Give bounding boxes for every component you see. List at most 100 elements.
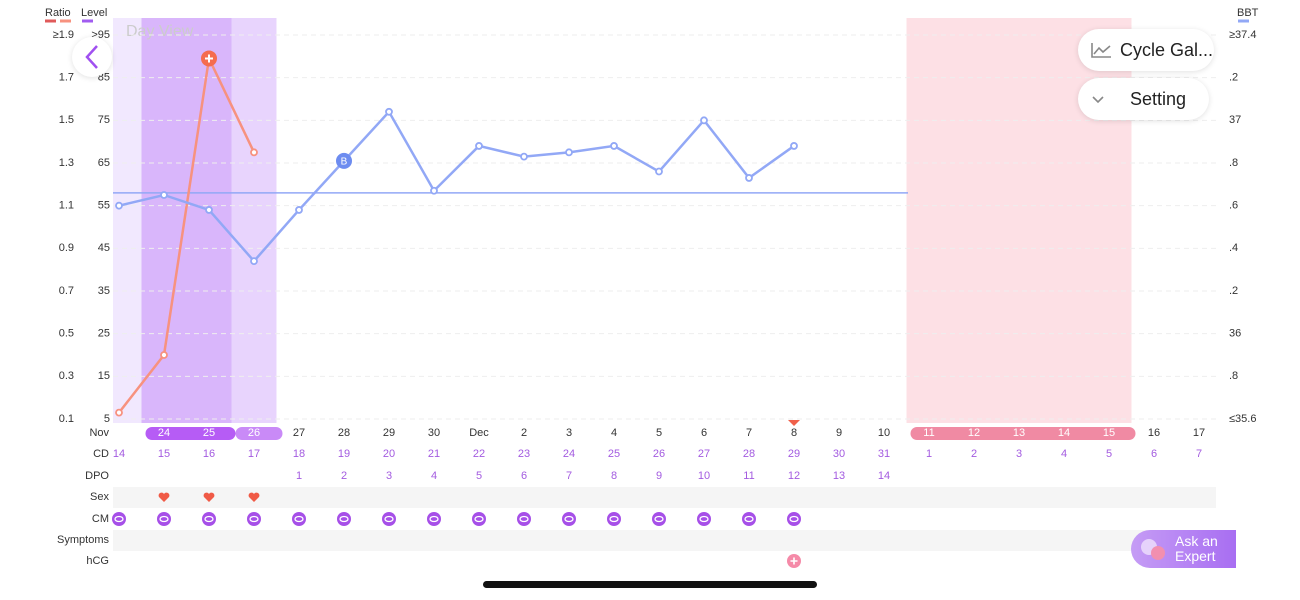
level-tick-label: 5 [104,413,110,425]
row-label: Nov [89,427,109,439]
cm-icon [652,512,666,526]
date-label: 24 [158,427,170,439]
cm-icon-detail [114,515,124,523]
data-point [790,142,798,150]
bbt-tick-label: 37 [1229,114,1241,126]
ratio-tick-label: 0.5 [59,328,74,340]
level-tick-label: 45 [98,242,110,254]
cd-label: 7 [1196,448,1202,460]
label-line: Ask an [1175,533,1218,549]
data-point [250,257,258,266]
cm-icon-detail [654,515,664,523]
dpo-label: 2 [341,470,347,482]
bbt-tick-label: .2 [1229,285,1238,297]
cd-label: 3 [1016,448,1022,460]
ratio-tick-label: ≥1.9 [53,29,74,41]
legend-ratio: Ratio [45,7,71,19]
dpo-label: 9 [656,470,662,482]
cm-icon-detail [474,515,484,523]
ratio-tick-label: 1.1 [59,200,74,212]
cm-icon-detail [204,515,214,523]
phase-band [113,18,142,423]
cd-label: 6 [1151,448,1157,460]
cm-icon [247,512,261,526]
cm-icon-detail [384,515,394,523]
button-label: Cycle Gal... [1120,39,1214,60]
cm-icon [697,512,711,526]
data-point [115,408,123,417]
cm-icon-detail [429,515,439,523]
date-pill [910,427,1136,440]
row-label: hCG [86,555,109,567]
cd-label: 31 [878,448,890,460]
cd-label: 1 [926,448,932,460]
cd-label: 29 [788,448,800,460]
cm-icon [787,512,801,526]
cm-icon-detail [159,515,169,523]
flag-marker [788,420,800,426]
level-tick-label: 55 [98,200,110,212]
cd-label: 14 [113,448,125,460]
cycle-gallery-button[interactable]: Cycle Gal... [1078,29,1214,71]
date-label: 12 [968,427,980,439]
level-tick-label: 35 [98,285,110,297]
ratio-tick-label: 1.7 [59,72,74,84]
bbt-tick-label: .8 [1229,157,1238,169]
date-label: 25 [203,427,215,439]
setting-button[interactable]: Setting [1078,78,1209,120]
data-point [565,148,573,157]
cm-icon [157,512,171,526]
data-point [160,351,168,359]
bbt-tick-label: ≥37.4 [1229,29,1256,41]
phase-band [141,18,232,423]
cm-icon-detail [294,515,304,523]
date-label: 30 [428,427,440,439]
row-label: Symptoms [57,534,109,546]
cm-icon [427,512,441,526]
ratio-tick-label: 1.5 [59,114,74,126]
dpo-label: 11 [743,470,754,482]
date-label: 3 [566,427,572,439]
dpo-label: 12 [788,470,800,482]
cd-label: 22 [473,448,485,460]
cd-label: 26 [653,448,665,460]
row-background [113,487,1216,508]
button-label: Setting [1130,88,1187,109]
ask-expert-button[interactable]: Ask an Expert [1131,530,1236,568]
ratio-tick-label: 0.9 [59,242,74,254]
row-label: CM [92,513,109,525]
cd-label: 17 [248,448,260,460]
dpo-label: 1 [296,470,302,482]
row-background [113,530,1216,551]
cd-label: 19 [338,448,350,460]
cd-label: 24 [563,448,575,460]
date-label: 28 [338,427,350,439]
data-point [430,186,438,195]
date-label: 11 [923,427,934,439]
back-button[interactable] [72,37,112,77]
ratio-tick-label: 0.1 [59,413,74,425]
home-indicator [483,581,817,588]
button-label: Ask an Expert [1175,534,1218,564]
cm-icon [607,512,621,526]
bbt-tick-label: .4 [1229,242,1238,254]
cm-icon [202,512,216,526]
data-point [475,142,483,150]
cd-label: 25 [608,448,620,460]
backgrounds [113,18,1216,551]
dpo-label: 7 [566,470,572,482]
chevron-icon [1092,96,1104,104]
dpo-label: 5 [476,470,482,482]
dpo-label: 4 [431,470,437,482]
hcg-plus [790,557,798,565]
expert-icon [1141,539,1165,560]
date-label: 16 [1148,427,1160,439]
date-label: 13 [1013,427,1025,439]
data-point [610,142,618,150]
date-label: 7 [746,427,752,439]
cd-label: 27 [698,448,710,460]
cm-icon [337,512,351,526]
bbt-tick-label: .8 [1229,370,1238,382]
legend-bbt: BBT [1237,7,1259,19]
